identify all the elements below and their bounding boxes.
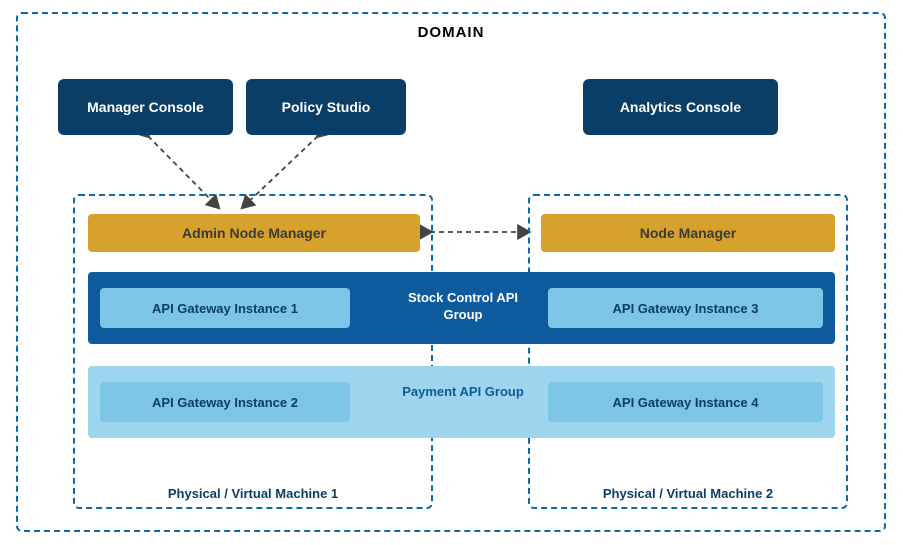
- payment-api-group-label: Payment API Group: [388, 384, 538, 401]
- vm2-label: Physical / Virtual Machine 2: [603, 486, 773, 501]
- policy-studio-box: Policy Studio: [246, 79, 406, 135]
- api-gateway-instance-3: API Gateway Instance 3: [548, 288, 823, 328]
- admin-node-manager-box: Admin Node Manager: [88, 214, 420, 252]
- domain-container: DOMAIN Manager Console Policy Studio Ana…: [16, 12, 886, 532]
- manager-console-box: Manager Console: [58, 79, 233, 135]
- analytics-console-box: Analytics Console: [583, 79, 778, 135]
- api-gateway-instance-2: API Gateway Instance 2: [100, 382, 350, 422]
- api-gateway-instance-1: API Gateway Instance 1: [100, 288, 350, 328]
- vm1-label: Physical / Virtual Machine 1: [168, 486, 338, 501]
- node-manager-box: Node Manager: [541, 214, 835, 252]
- domain-title: DOMAIN: [418, 24, 485, 41]
- api-gateway-instance-4: API Gateway Instance 4: [548, 382, 823, 422]
- stock-api-group-label: Stock Control API Group: [388, 290, 538, 324]
